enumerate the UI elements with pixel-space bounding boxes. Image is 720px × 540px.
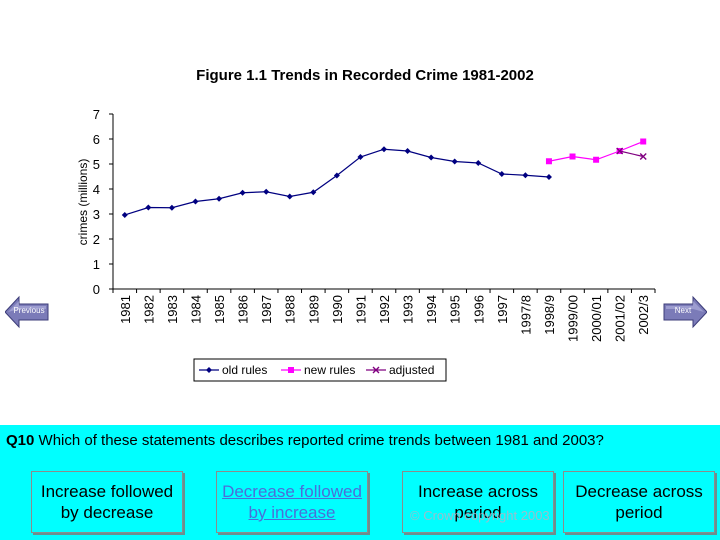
answer-option-3-label: Increase across period <box>418 482 538 522</box>
legend-label-old-rules: old rules <box>222 363 267 377</box>
data-point-adjusted <box>616 147 624 155</box>
x-tick-label: 1986 <box>236 295 251 324</box>
legend-box <box>193 358 447 382</box>
data-point-old-rules <box>381 146 387 153</box>
data-point-old-rules <box>498 171 505 177</box>
answer-option-1-label: Increase followed by decrease <box>40 482 174 522</box>
left-arrow-icon <box>4 295 49 329</box>
data-point-old-rules <box>286 193 293 200</box>
y-tick-label: 0 <box>93 282 100 297</box>
answer-option-2[interactable]: Decrease followed by increase <box>216 471 368 533</box>
x-tick-label: 1994 <box>424 295 439 324</box>
x-tick-label: 1984 <box>188 295 203 324</box>
data-point-old-rules <box>522 172 529 179</box>
series-line-adjusted <box>619 150 644 158</box>
x-tick-label: 1988 <box>283 295 298 324</box>
chart-title: Figure 1.1 Trends in Recorded Crime 1981… <box>196 67 534 84</box>
question-number: Q10 <box>6 432 35 449</box>
x-tick-label: 1991 <box>353 295 368 324</box>
answer-option-1[interactable]: Increase followed by decrease <box>31 471 183 533</box>
legend-marker-new-rules <box>288 367 294 373</box>
data-point-old-rules <box>192 198 199 205</box>
data-point-old-rules <box>145 204 152 211</box>
data-point-old-rules <box>451 158 458 165</box>
x-tick-label: 1983 <box>165 295 180 324</box>
x-tick-label: 2000/01 <box>589 295 604 342</box>
data-point-old-rules <box>168 204 175 211</box>
data-point-old-rules <box>216 195 223 202</box>
x-tick-label: 1990 <box>330 295 345 324</box>
x-tick-label: 1997/8 <box>518 295 533 335</box>
x-tick-label: 1995 <box>448 295 463 324</box>
y-tick-label: 4 <box>93 182 100 197</box>
data-point-old-rules <box>357 154 364 160</box>
next-button[interactable]: Next <box>663 295 708 329</box>
previous-button[interactable]: Previous <box>4 295 49 329</box>
y-tick-label: 5 <box>93 157 100 172</box>
previous-label: Previous <box>13 306 45 315</box>
x-tick-label: 1987 <box>259 295 274 324</box>
y-tick-label: 3 <box>93 207 100 222</box>
series-line-old-rules <box>124 148 550 216</box>
y-tick-label: 2 <box>93 232 100 247</box>
data-point-new-rules <box>569 153 576 160</box>
legend-marker-adjusted <box>372 366 380 374</box>
data-point-old-rules <box>333 172 340 179</box>
answer-option-3[interactable]: Increase across period <box>402 471 554 533</box>
data-point-new-rules <box>640 138 647 145</box>
legend-marker-old-rules <box>206 367 212 373</box>
answer-option-2-label: Decrease followed by increase <box>222 482 362 522</box>
data-point-old-rules <box>428 154 435 161</box>
data-point-old-rules <box>475 160 482 166</box>
crime-trends-chart: Figure 1.1 Trends in Recorded Crime 1981… <box>76 67 656 382</box>
question-panel: Q10 Which of these statements describes … <box>0 425 720 540</box>
data-point-old-rules <box>121 212 128 218</box>
data-point-new-rules <box>545 158 552 165</box>
data-point-old-rules <box>310 189 317 196</box>
x-tick-label: 1992 <box>377 295 392 324</box>
x-tick-label: 2002/3 <box>636 295 651 335</box>
question-text: Q10 Which of these statements describes … <box>6 431 706 450</box>
data-point-adjusted <box>639 153 647 160</box>
next-label: Next <box>674 306 692 315</box>
question-body: Which of these statements describes repo… <box>38 432 604 449</box>
data-point-old-rules <box>404 148 411 154</box>
y-tick-label: 6 <box>93 132 100 147</box>
legend-label-adjusted: adjusted <box>389 363 434 377</box>
x-tick-label: 1989 <box>306 295 321 324</box>
data-point-new-rules <box>593 156 600 163</box>
x-tick-label: 1981 <box>118 295 133 324</box>
y-tick-label: 1 <box>93 257 100 272</box>
x-tick-label: 1998/9 <box>542 295 557 335</box>
x-tick-label: 1999/00 <box>566 295 581 342</box>
x-tick-label: 1997 <box>495 295 510 324</box>
x-tick-label: 2001/02 <box>613 295 628 342</box>
answer-option-4[interactable]: Decrease across period <box>563 471 715 533</box>
x-tick-label: 1982 <box>141 295 156 324</box>
y-tick-label: 7 <box>93 107 100 122</box>
data-point-old-rules <box>263 188 270 195</box>
y-axis-label: crimes (millions) <box>76 159 90 246</box>
answer-option-4-label: Decrease across period <box>575 482 703 522</box>
x-tick-label: 1985 <box>212 295 227 324</box>
legend-label-new-rules: new rules <box>304 363 355 377</box>
data-point-old-rules <box>545 174 552 180</box>
right-arrow-icon <box>663 295 708 329</box>
data-point-old-rules <box>239 189 246 196</box>
x-tick-label: 1993 <box>401 295 416 324</box>
x-tick-label: 1996 <box>471 295 486 324</box>
